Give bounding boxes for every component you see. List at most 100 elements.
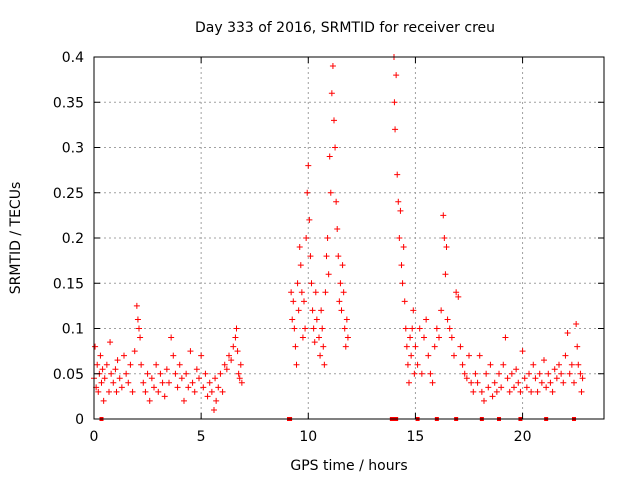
data-point	[511, 384, 517, 391]
data-point	[521, 375, 528, 382]
data-point	[547, 379, 554, 386]
data-point	[302, 325, 309, 332]
data-point	[442, 271, 449, 278]
y-axis-label: SRMTID / TECUs	[8, 182, 24, 295]
data-point	[151, 384, 157, 391]
data-point	[551, 366, 558, 373]
data-point	[106, 388, 112, 395]
data-point	[453, 289, 460, 296]
data-point	[204, 393, 211, 400]
data-point	[97, 352, 104, 359]
data-point	[211, 406, 217, 413]
data-point	[140, 379, 147, 386]
data-point	[411, 370, 418, 377]
data-point	[153, 361, 160, 368]
data-point	[455, 293, 462, 300]
data-point	[323, 253, 330, 260]
data-point	[92, 343, 99, 350]
data-point	[418, 370, 425, 377]
data-point	[457, 343, 464, 350]
data-point	[172, 370, 179, 377]
data-point	[534, 388, 541, 395]
data-point	[412, 343, 419, 350]
data-point	[409, 325, 416, 332]
data-point	[536, 370, 543, 377]
data-point	[288, 289, 295, 296]
data-point	[579, 375, 586, 382]
data-point	[308, 280, 315, 287]
data-point	[144, 370, 151, 377]
x-tick-label: 0	[90, 429, 99, 445]
data-point	[401, 298, 408, 305]
data-point	[408, 352, 415, 359]
data-point	[334, 225, 341, 232]
data-point	[100, 397, 107, 404]
data-point	[414, 361, 421, 368]
data-point	[319, 325, 326, 332]
data-point	[545, 370, 552, 377]
data-point	[395, 198, 402, 205]
data-point	[292, 343, 299, 350]
data-point	[289, 316, 296, 323]
data-point	[296, 244, 303, 251]
data-point	[577, 370, 584, 377]
data-point	[564, 330, 571, 337]
data-point	[138, 361, 145, 368]
data-point	[431, 343, 438, 350]
data-point	[230, 343, 237, 350]
data-point	[416, 325, 423, 332]
data-point	[325, 271, 332, 278]
data-point	[575, 361, 582, 368]
data-point	[99, 366, 106, 373]
data-point	[392, 126, 399, 133]
data-point	[487, 361, 494, 368]
data-point	[116, 375, 123, 382]
data-point	[219, 388, 226, 395]
data-point	[441, 235, 448, 241]
data-point	[148, 375, 155, 382]
axis-ticks: 0 0.05 0.1 0.15 0.2 0.25 0.3 0.35 0.4 0 5 10 15 20	[53, 50, 604, 445]
data-point	[305, 162, 312, 169]
data-point	[438, 307, 445, 314]
data-point	[200, 384, 207, 391]
data-point	[500, 361, 507, 368]
data-point	[526, 370, 532, 377]
data-point	[556, 361, 562, 368]
data-point	[202, 370, 209, 377]
data-point	[168, 334, 175, 341]
data-point	[553, 375, 560, 382]
data-point	[193, 366, 200, 373]
data-point	[237, 361, 244, 368]
data-point	[410, 307, 417, 314]
y-tick-label: 0.25	[53, 186, 84, 202]
data-point	[176, 361, 183, 368]
data-point	[134, 316, 141, 323]
data-point	[303, 235, 310, 241]
data-point	[107, 339, 114, 346]
data-point	[294, 280, 301, 287]
data-point	[440, 212, 447, 219]
data-point	[498, 384, 505, 391]
data-point	[233, 325, 240, 332]
data-point	[295, 307, 302, 314]
data-point	[404, 361, 411, 368]
data-point	[221, 361, 228, 368]
data-point	[558, 370, 565, 377]
data-point	[427, 370, 434, 377]
data-point	[451, 352, 457, 359]
y-tick-label: 0.3	[62, 141, 84, 157]
data-point	[174, 384, 181, 391]
data-point	[532, 375, 539, 382]
data-point	[310, 325, 317, 332]
data-point	[178, 375, 185, 382]
data-point	[136, 325, 142, 332]
data-point	[291, 325, 298, 332]
data-point	[163, 366, 170, 373]
y-tick-label: 0.1	[62, 322, 84, 338]
data-point	[329, 63, 336, 70]
data-point	[133, 302, 140, 309]
data-point	[137, 334, 144, 341]
data-point	[403, 343, 410, 350]
grid	[94, 57, 604, 419]
data-point	[560, 379, 567, 386]
